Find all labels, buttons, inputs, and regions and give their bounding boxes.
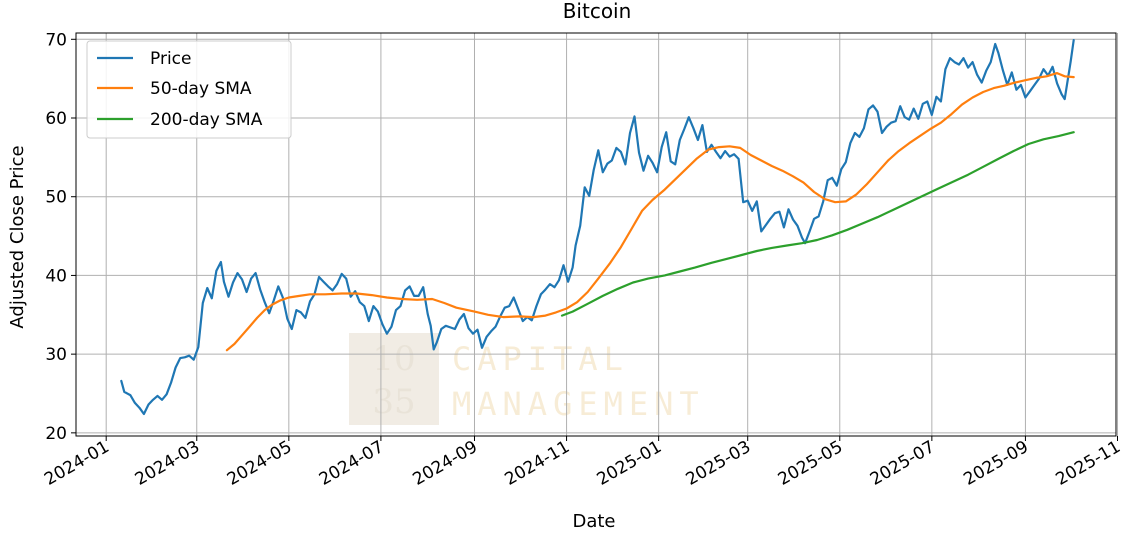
- y-axis-title: Adjusted Close Price: [7, 145, 28, 328]
- y-tick-label: 50: [45, 188, 67, 208]
- y-tick-label: 40: [45, 266, 67, 286]
- x-tick-label: 2024-09: [409, 437, 481, 490]
- y-tick-label: 60: [45, 109, 67, 129]
- plot-frame: [75, 32, 1117, 437]
- x-axis: 2024-01 2024-03 2024-05 2024-07 2024-09 2024-…: [41, 436, 1124, 490]
- x-tick-label: 2025-01: [594, 437, 666, 490]
- y-tick-label: 30: [45, 345, 67, 365]
- watermark-number-top: 10: [372, 339, 415, 379]
- x-tick-label: 2024-05: [224, 437, 296, 490]
- x-axis-title: Date: [572, 511, 615, 532]
- x-tick-label: 2024-03: [132, 437, 204, 490]
- series-line-price: [120, 39, 1075, 416]
- x-tick-label: 2025-05: [775, 437, 847, 490]
- x-tick-label: 2025-03: [683, 437, 755, 490]
- watermark-line2: MANAGEMENT: [452, 385, 705, 423]
- legend-label-price: Price: [150, 49, 191, 69]
- x-tick-label: 2024-07: [316, 437, 388, 490]
- watermark-logo-block: [349, 333, 439, 425]
- series-line-50-day-sma: [225, 72, 1075, 352]
- legend-label-200-day-sma: 200-day SMA: [150, 110, 263, 130]
- legend-box: [86, 40, 292, 139]
- series-line-200-day-sma: [560, 131, 1075, 317]
- y-tick-label: 70: [45, 30, 67, 50]
- x-tick-label: 2024-11: [502, 437, 574, 490]
- x-tick-label: 2025-09: [960, 437, 1032, 490]
- legend-label-50-day-sma: 50-day SMA: [150, 79, 252, 99]
- x-tick-label: 2025-07: [867, 437, 939, 490]
- watermark-number-bottom: 35: [372, 382, 415, 422]
- watermark: 10 35 CAPITAL MANAGEMENT: [349, 333, 705, 425]
- y-axis: 20 30 40 50 60 70: [45, 30, 76, 444]
- legend: Price 50-day SMA 200-day SMA: [86, 40, 292, 139]
- y-tick-label: 20: [45, 424, 67, 444]
- series-layer: [120, 39, 1075, 416]
- chart-title: Bitcoin: [563, 0, 632, 23]
- x-tick-label: 2025-11: [1052, 437, 1124, 490]
- watermark-line1: CAPITAL: [452, 340, 629, 378]
- x-tick-label: 2024-01: [41, 437, 113, 490]
